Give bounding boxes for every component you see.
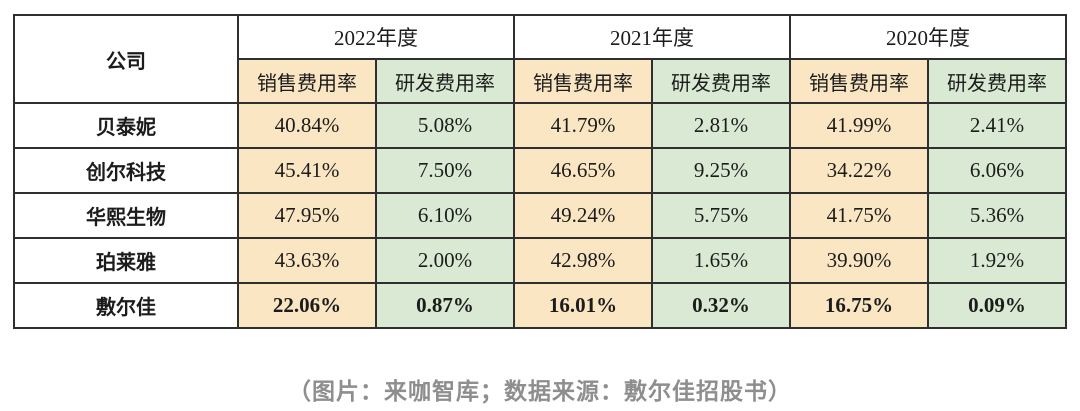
value-cell: 16.75% bbox=[789, 282, 929, 329]
sales-ratio-header-2021: 销售费用率 bbox=[513, 58, 653, 104]
value-cell: 5.36% bbox=[927, 192, 1067, 239]
value-cell: 46.65% bbox=[513, 147, 653, 194]
value-cell: 45.41% bbox=[237, 147, 377, 194]
value-cell: 41.79% bbox=[513, 102, 653, 149]
value-cell: 6.10% bbox=[375, 192, 515, 239]
value-cell: 42.98% bbox=[513, 237, 653, 284]
company-column-header: 公司 bbox=[13, 14, 239, 104]
table-row-highlighted: 敷尔佳 22.06% 0.87% 16.01% 0.32% 16.75% 0.0… bbox=[13, 282, 1067, 329]
table-row: 贝泰妮 40.84% 5.08% 41.79% 2.81% 41.99% 2.4… bbox=[13, 102, 1067, 149]
year-header-2021: 2021年度 bbox=[513, 14, 791, 60]
sales-ratio-header-2022: 销售费用率 bbox=[237, 58, 377, 104]
value-cell: 41.99% bbox=[789, 102, 929, 149]
company-name: 创尔科技 bbox=[13, 147, 239, 194]
year-header-row: 公司 2022年度 2021年度 2020年度 bbox=[13, 14, 1067, 104]
value-cell: 2.41% bbox=[927, 102, 1067, 149]
company-name: 珀莱雅 bbox=[13, 237, 239, 284]
value-cell: 0.09% bbox=[927, 282, 1067, 329]
sales-ratio-header-2020: 销售费用率 bbox=[789, 58, 929, 104]
table-row: 珀莱雅 43.63% 2.00% 42.98% 1.65% 39.90% 1.9… bbox=[13, 237, 1067, 284]
value-cell: 0.87% bbox=[375, 282, 515, 329]
company-name: 华熙生物 bbox=[13, 192, 239, 239]
value-cell: 5.75% bbox=[651, 192, 791, 239]
expense-ratio-table: 公司 2022年度 2021年度 2020年度 销售费用率 研发费用率 销售费用… bbox=[13, 14, 1067, 329]
value-cell: 6.06% bbox=[927, 147, 1067, 194]
value-cell: 5.08% bbox=[375, 102, 515, 149]
expense-ratio-table-container: 公司 2022年度 2021年度 2020年度 销售费用率 研发费用率 销售费用… bbox=[13, 14, 1067, 329]
company-name: 贝泰妮 bbox=[13, 102, 239, 149]
value-cell: 16.01% bbox=[513, 282, 653, 329]
value-cell: 1.92% bbox=[927, 237, 1067, 284]
table-row: 创尔科技 45.41% 7.50% 46.65% 9.25% 34.22% 6.… bbox=[13, 147, 1067, 194]
value-cell: 0.32% bbox=[651, 282, 791, 329]
value-cell: 34.22% bbox=[789, 147, 929, 194]
value-cell: 41.75% bbox=[789, 192, 929, 239]
value-cell: 1.65% bbox=[651, 237, 791, 284]
value-cell: 2.81% bbox=[651, 102, 791, 149]
sub-header-row: 销售费用率 研发费用率 销售费用率 研发费用率 销售费用率 研发费用率 bbox=[14, 58, 1067, 104]
value-cell: 39.90% bbox=[789, 237, 929, 284]
company-name: 敷尔佳 bbox=[13, 282, 239, 329]
value-cell: 9.25% bbox=[651, 147, 791, 194]
image-caption: （图片：来咖智库；数据来源：敷尔佳招股书） bbox=[288, 378, 792, 404]
year-header-2020: 2020年度 bbox=[789, 14, 1067, 60]
rnd-ratio-header-2022: 研发费用率 bbox=[375, 58, 515, 104]
value-cell: 43.63% bbox=[237, 237, 377, 284]
rnd-ratio-header-2021: 研发费用率 bbox=[651, 58, 791, 104]
year-header-2022: 2022年度 bbox=[237, 14, 515, 60]
value-cell: 2.00% bbox=[375, 237, 515, 284]
value-cell: 7.50% bbox=[375, 147, 515, 194]
table-row: 华熙生物 47.95% 6.10% 49.24% 5.75% 41.75% 5.… bbox=[13, 192, 1067, 239]
value-cell: 40.84% bbox=[237, 102, 377, 149]
value-cell: 22.06% bbox=[237, 282, 377, 329]
rnd-ratio-header-2020: 研发费用率 bbox=[927, 58, 1067, 104]
value-cell: 47.95% bbox=[237, 192, 377, 239]
value-cell: 49.24% bbox=[513, 192, 653, 239]
